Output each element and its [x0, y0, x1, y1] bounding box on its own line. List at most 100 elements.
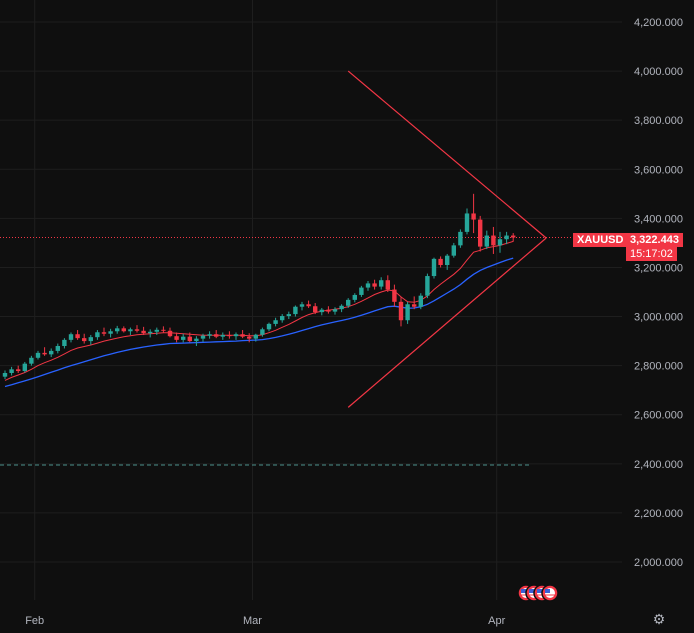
- flag-canton: [545, 589, 550, 593]
- candle[interactable]: [332, 307, 338, 315]
- candle[interactable]: [313, 303, 318, 315]
- candle[interactable]: [128, 327, 133, 335]
- candle-body: [167, 330, 173, 337]
- candle[interactable]: [22, 361, 27, 373]
- triangle-lower-line[interactable]: [347, 237, 547, 408]
- candle[interactable]: [326, 306, 331, 314]
- candle[interactable]: [62, 338, 67, 349]
- candle[interactable]: [451, 242, 456, 258]
- candle[interactable]: [240, 330, 245, 339]
- candle[interactable]: [194, 336, 199, 346]
- candle[interactable]: [365, 280, 371, 291]
- candle[interactable]: [339, 304, 344, 313]
- candle[interactable]: [458, 229, 463, 248]
- candle[interactable]: [306, 300, 311, 308]
- candle[interactable]: [88, 334, 93, 345]
- candle[interactable]: [511, 233, 516, 242]
- candle[interactable]: [9, 366, 14, 376]
- candle[interactable]: [29, 355, 34, 366]
- candle[interactable]: [42, 347, 47, 356]
- candle[interactable]: [464, 208, 470, 235]
- candles[interactable]: [2, 193, 516, 380]
- candle[interactable]: [95, 330, 100, 340]
- candle[interactable]: [352, 293, 357, 303]
- candle-body: [471, 213, 476, 220]
- candle[interactable]: [299, 301, 305, 311]
- candle[interactable]: [293, 305, 298, 317]
- triangle-upper-line[interactable]: [347, 70, 547, 239]
- candle[interactable]: [260, 327, 265, 337]
- candle-body: [458, 231, 463, 246]
- candle[interactable]: [115, 325, 120, 334]
- candle-body: [247, 336, 252, 339]
- candle[interactable]: [359, 285, 364, 297]
- candle[interactable]: [181, 333, 186, 343]
- candle[interactable]: [82, 333, 87, 344]
- y-tick-label: 3,200.000: [634, 262, 683, 274]
- candle-body: [372, 283, 377, 287]
- candle[interactable]: [405, 301, 410, 324]
- candle[interactable]: [220, 332, 225, 340]
- candle[interactable]: [253, 333, 258, 342]
- candle[interactable]: [266, 322, 272, 332]
- candle[interactable]: [68, 332, 74, 343]
- economic-events[interactable]: [517, 584, 559, 602]
- candle[interactable]: [55, 343, 60, 354]
- candle[interactable]: [214, 330, 219, 339]
- candle-body: [2, 373, 8, 377]
- candle[interactable]: [491, 226, 496, 254]
- candle[interactable]: [280, 314, 285, 323]
- candle[interactable]: [431, 257, 437, 279]
- candle[interactable]: [273, 317, 278, 327]
- candle[interactable]: [286, 311, 291, 319]
- candle[interactable]: [412, 296, 417, 310]
- candle[interactable]: [504, 231, 509, 245]
- triangle-drawing[interactable]: [347, 70, 547, 408]
- candle[interactable]: [233, 332, 239, 340]
- candle[interactable]: [379, 277, 384, 290]
- candle-body: [398, 301, 404, 321]
- candle[interactable]: [227, 331, 232, 339]
- candle[interactable]: [75, 330, 80, 340]
- candle[interactable]: [174, 332, 179, 343]
- candle[interactable]: [445, 253, 450, 270]
- candle[interactable]: [121, 326, 126, 333]
- candle[interactable]: [207, 331, 212, 339]
- candle[interactable]: [154, 327, 159, 335]
- y-axis[interactable]: 4,200.000 4,000.000 3,800.000 3,600.000 3,40…: [634, 17, 683, 569]
- us-flag-event-icon[interactable]: [541, 584, 559, 602]
- candle[interactable]: [2, 370, 8, 380]
- candle-body: [339, 305, 344, 310]
- candle[interactable]: [141, 326, 146, 335]
- settings-gear-icon[interactable]: ⚙: [652, 611, 666, 627]
- candle[interactable]: [497, 231, 503, 253]
- candle[interactable]: [108, 328, 113, 338]
- candle[interactable]: [372, 279, 377, 290]
- candle[interactable]: [16, 365, 21, 373]
- candle[interactable]: [161, 326, 166, 333]
- candle[interactable]: [148, 329, 153, 338]
- candle[interactable]: [247, 333, 252, 343]
- candle[interactable]: [187, 332, 192, 343]
- candle[interactable]: [49, 348, 54, 358]
- candle[interactable]: [35, 350, 41, 360]
- candle[interactable]: [484, 230, 489, 250]
- candle[interactable]: [478, 215, 483, 252]
- candle[interactable]: [398, 296, 404, 327]
- candle[interactable]: [418, 293, 423, 310]
- candle[interactable]: [392, 284, 397, 307]
- y-tick-label: 2,000.000: [634, 557, 683, 569]
- candle[interactable]: [200, 333, 206, 342]
- candle[interactable]: [438, 256, 443, 268]
- candle[interactable]: [425, 273, 430, 299]
- x-axis[interactable]: FebMarAprMay: [25, 615, 694, 627]
- candle[interactable]: [134, 325, 140, 333]
- candle[interactable]: [167, 327, 173, 338]
- candle[interactable]: [101, 327, 107, 337]
- candle[interactable]: [319, 307, 324, 316]
- candle[interactable]: [471, 193, 476, 234]
- candle-body: [286, 314, 291, 317]
- candle[interactable]: [346, 298, 351, 308]
- candle[interactable]: [385, 275, 390, 292]
